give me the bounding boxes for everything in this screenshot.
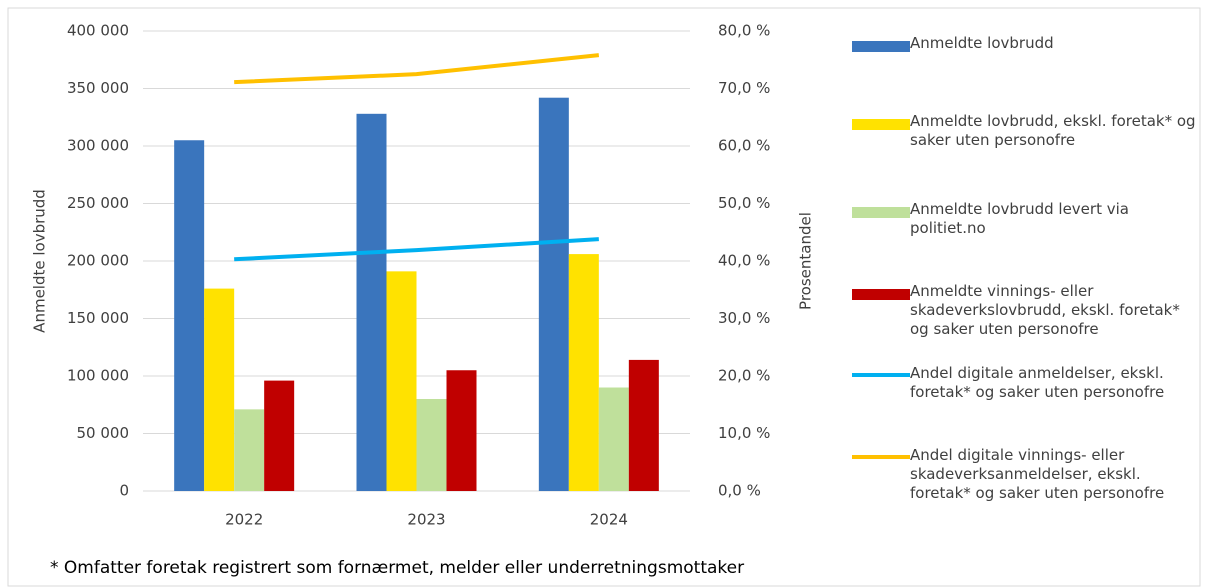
legend-item: Anmeldte vinnings- eller skadeverkslovbr…	[852, 282, 1200, 339]
x-tick-label: 2024	[590, 511, 628, 529]
bar	[416, 399, 447, 491]
legend-label: Anmeldte lovbrudd levert via politiet.no	[910, 200, 1129, 237]
y-tick-label: 200 000	[67, 252, 129, 270]
legend-item: Anmeldte lovbrudd	[852, 34, 1200, 53]
legend-item: Anmeldte lovbrudd levert via politiet.no	[852, 200, 1200, 238]
legend-label: Andel digitale vinnings- eller skadeverk…	[910, 446, 1165, 502]
x-tick-label: 2023	[407, 511, 445, 529]
legend-swatch	[852, 373, 910, 377]
footnote: * Omfatter foretak registrert som fornær…	[50, 558, 745, 578]
line-series	[234, 237, 599, 262]
bar	[264, 380, 295, 491]
legend-swatch	[852, 119, 910, 130]
legend-swatch	[852, 207, 910, 218]
bar	[538, 97, 569, 491]
y-tick-label: 300 000	[67, 137, 129, 155]
y-tick-label: 0	[119, 482, 129, 500]
line-series	[234, 53, 600, 85]
y-tick-label: 400 000	[67, 22, 129, 40]
y2-tick-label: 20,0 %	[718, 367, 770, 385]
legend-label: Anmeldte lovbrudd	[910, 34, 1054, 52]
bar	[446, 370, 477, 491]
y-tick-label: 350 000	[67, 79, 129, 97]
y2-tick-label: 50,0 %	[718, 194, 770, 212]
legend-swatch	[852, 455, 910, 459]
legend-item: Andel digitale vinnings- eller skadeverk…	[852, 446, 1200, 503]
y-tick-label: 150 000	[67, 309, 129, 327]
bar	[204, 288, 235, 491]
y2-tick-label: 10,0 %	[718, 424, 770, 442]
chart-border	[7, 7, 1201, 587]
y2-tick-label: 70,0 %	[718, 79, 770, 97]
bar	[234, 409, 265, 491]
y2-axis-title: Prosentandel	[797, 212, 815, 310]
legend-label: Anmeldte lovbrudd, ekskl. foretak* og sa…	[910, 112, 1196, 149]
bar	[356, 113, 387, 492]
bar	[386, 271, 417, 491]
legend-swatch	[852, 41, 910, 52]
x-tick-label: 2022	[225, 511, 263, 529]
legend-swatch	[852, 289, 910, 300]
y-tick-label: 50 000	[77, 424, 130, 442]
y2-tick-label: 80,0 %	[718, 22, 770, 40]
legend-item: Anmeldte lovbrudd, ekskl. foretak* og sa…	[852, 112, 1200, 150]
y-tick-label: 100 000	[67, 367, 129, 385]
y2-tick-label: 40,0 %	[718, 252, 770, 270]
legend-item: Andel digitale anmeldelser, ekskl. foret…	[852, 364, 1200, 402]
y-tick-label: 250 000	[67, 194, 129, 212]
bar	[174, 140, 205, 491]
y2-tick-label: 0,0 %	[718, 482, 761, 500]
bar	[598, 387, 629, 491]
bar	[568, 254, 599, 491]
y-axis-title: Anmeldte lovbrudd	[31, 189, 49, 333]
legend-label: Anmeldte vinnings- eller skadeverkslovbr…	[910, 282, 1180, 338]
bar	[628, 359, 659, 491]
legend-label: Andel digitale anmeldelser, ekskl. foret…	[910, 364, 1165, 401]
y2-tick-label: 30,0 %	[718, 309, 770, 327]
y2-tick-label: 60,0 %	[718, 137, 770, 155]
